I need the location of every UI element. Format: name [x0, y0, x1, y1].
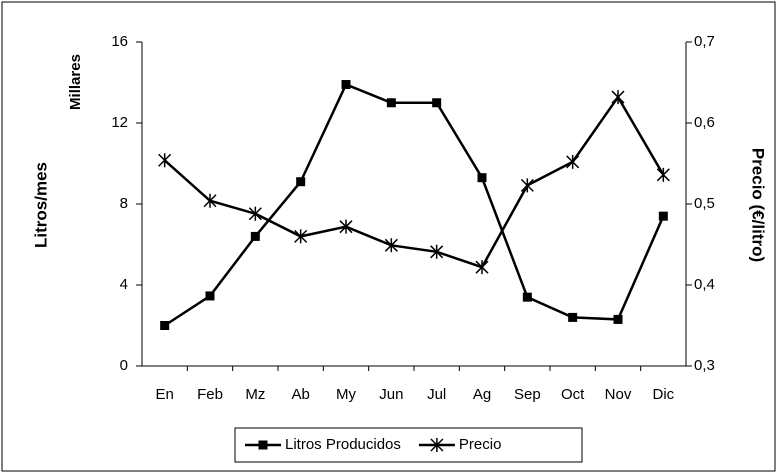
x-tick-label: Ag [473, 386, 491, 403]
data-point [160, 321, 170, 330]
data-point [341, 80, 351, 90]
data-point [339, 219, 353, 234]
legend-marker [258, 440, 268, 450]
data-point [248, 206, 262, 221]
y-tick-label: 0 [120, 357, 128, 374]
y2-tick-label: 0,3 [694, 357, 715, 374]
x-tick-label: Mz [245, 386, 265, 403]
y-tick-label: 4 [120, 276, 128, 293]
data-point [386, 98, 396, 108]
data-point [430, 244, 444, 259]
data-point [384, 238, 398, 253]
legend-box [234, 427, 583, 463]
x-tick-label: Feb [197, 386, 223, 403]
y-tick-label: 16 [111, 33, 128, 50]
data-point [568, 312, 578, 322]
series-line [163, 82, 665, 327]
data-point [203, 193, 217, 208]
series-line [163, 94, 665, 269]
y-axis-label: Litros/mes [31, 162, 50, 248]
data-point [205, 291, 215, 301]
y-tick-label: 8 [120, 195, 128, 212]
data-point [158, 153, 172, 168]
y2-tick-label: 0,4 [694, 276, 715, 293]
x-tick-label: Sep [514, 386, 541, 403]
data-point [250, 231, 260, 241]
y-tick-label: 12 [111, 114, 128, 131]
x-tick-label: Nov [605, 386, 632, 403]
x-tick-label: My [336, 386, 356, 403]
y-unit-label: Millares [67, 54, 84, 110]
x-tick-label: Oct [561, 386, 585, 403]
data-point [477, 173, 487, 183]
data-point [611, 90, 625, 105]
data-point [566, 154, 580, 169]
y2-axis-label: Precio (€/litro) [749, 148, 768, 262]
data-point [475, 260, 489, 275]
data-point [520, 178, 534, 193]
data-point [432, 98, 442, 108]
legend-label: Precio [459, 436, 502, 453]
x-tick-label: Dic [652, 386, 674, 403]
data-point [613, 314, 623, 324]
data-point [522, 292, 532, 302]
x-tick-label: Ab [291, 386, 309, 403]
legend-marker [430, 438, 444, 452]
data-point [294, 229, 308, 244]
data-point [656, 167, 670, 182]
data-point [658, 211, 668, 221]
y2-tick-label: 0,6 [694, 114, 715, 131]
data-point [296, 177, 306, 187]
y2-tick-label: 0,7 [694, 33, 715, 50]
y2-tick-label: 0,5 [694, 195, 715, 212]
x-tick-label: Jul [427, 386, 446, 403]
x-tick-label: Jun [379, 386, 403, 403]
x-tick-label: En [155, 386, 173, 403]
legend-label: Litros Producidos [285, 436, 401, 453]
